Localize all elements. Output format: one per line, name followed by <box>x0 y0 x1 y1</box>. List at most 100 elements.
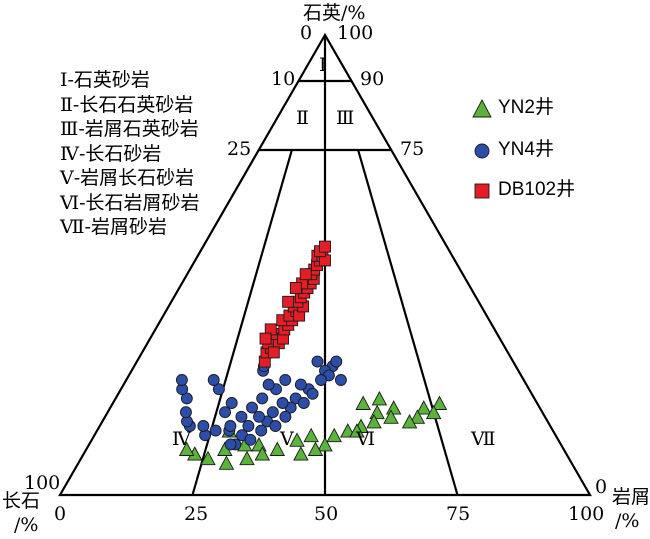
data-point <box>303 427 319 443</box>
data-point <box>306 387 319 400</box>
data-points <box>175 240 448 470</box>
data-point <box>225 397 238 409</box>
data-point <box>242 420 255 432</box>
field-label-VII: Ⅶ <box>471 428 496 450</box>
legend-label-yn2: YN2井 <box>498 97 554 118</box>
data-point <box>209 424 222 437</box>
data-point <box>259 332 272 345</box>
data-point <box>334 374 347 386</box>
data-point <box>311 355 324 368</box>
data-point <box>253 410 265 423</box>
class-item: Ⅰ-石英砂岩 <box>60 69 150 91</box>
class-item: Ⅲ-岩屑石英砂岩 <box>60 118 199 140</box>
data-point <box>317 436 333 452</box>
triangle-frame <box>58 32 592 497</box>
data-point <box>431 395 448 410</box>
tick-bottom-75: 75 <box>446 503 471 525</box>
data-point <box>371 390 388 406</box>
data-point <box>269 441 286 456</box>
data-point <box>282 295 295 308</box>
series-0 <box>178 390 448 470</box>
data-point <box>269 420 282 432</box>
data-point <box>244 433 257 446</box>
field-label-VI: Ⅵ <box>356 428 376 450</box>
data-point <box>224 438 237 451</box>
data-point <box>276 397 289 409</box>
data-point <box>297 397 310 409</box>
legend-marker-triangle <box>472 99 492 118</box>
tick-90: 90 <box>360 68 385 90</box>
field-label-IV: Ⅳ <box>172 428 191 450</box>
data-point <box>239 450 255 466</box>
data-point <box>425 404 442 420</box>
lithic-apex-label-line2: /% <box>615 510 640 532</box>
data-point <box>279 374 292 386</box>
data-point <box>315 374 327 386</box>
tick-bottom-0: 0 <box>54 503 67 525</box>
data-point <box>279 410 292 423</box>
data-point <box>369 404 385 420</box>
data-point <box>254 446 271 461</box>
data-point <box>235 410 248 423</box>
data-point <box>383 409 399 424</box>
field-label-I: Ⅰ <box>319 54 327 76</box>
data-point <box>180 392 193 405</box>
data-point <box>293 446 309 461</box>
data-point <box>401 413 418 429</box>
legend-markers <box>472 99 492 199</box>
data-point <box>415 400 432 415</box>
data-point <box>179 406 192 419</box>
tick-left-100: 100 <box>24 472 61 494</box>
class-item: Ⅱ-长石石英砂岩 <box>60 93 194 116</box>
data-point <box>197 420 210 432</box>
tick-right-0: 0 <box>595 476 608 498</box>
data-point <box>299 268 312 281</box>
data-point <box>219 406 231 419</box>
data-point <box>294 378 307 391</box>
field-label-V: Ⅴ <box>280 428 294 450</box>
data-point <box>326 427 342 443</box>
tick-25: 25 <box>227 138 252 160</box>
data-point <box>409 409 426 424</box>
tick-75: 75 <box>400 138 425 160</box>
series-1 <box>175 355 347 451</box>
data-point <box>307 441 324 456</box>
data-point <box>256 392 269 405</box>
feldspar-apex-label-line1: 长石 <box>2 490 41 512</box>
class-item: Ⅶ-岩屑砂岩 <box>60 216 167 238</box>
data-point <box>330 355 343 368</box>
boundary-f-l-75 <box>357 149 459 496</box>
tick-top-100: 100 <box>337 22 374 44</box>
data-point <box>366 413 382 429</box>
class-item: Ⅵ-长石岩屑砂岩 <box>60 191 200 214</box>
legend-marker-circle <box>474 143 490 159</box>
data-point <box>246 401 258 414</box>
classification-list: Ⅰ-石英砂岩 Ⅱ-长石石英砂岩 Ⅲ-岩屑石英砂岩 Ⅳ-长石砂岩 Ⅴ-岩屑长石砂岩… <box>60 68 200 240</box>
field-label-III: Ⅲ <box>336 107 355 129</box>
data-point <box>262 378 275 391</box>
legend-marker-square <box>474 183 490 199</box>
data-point <box>212 383 225 396</box>
data-point <box>200 450 216 466</box>
data-point <box>319 240 331 253</box>
field-label-II: Ⅱ <box>296 107 309 129</box>
data-point <box>355 395 371 410</box>
data-point <box>224 420 237 432</box>
data-point <box>175 374 188 386</box>
data-point <box>289 282 302 294</box>
data-point <box>266 406 279 419</box>
quartz-apex-label: 石英/% <box>303 2 366 24</box>
data-point <box>349 423 365 438</box>
tick-top-0: 0 <box>300 22 313 44</box>
data-point <box>385 400 402 415</box>
feldspar-apex-label-line2: /% <box>14 514 39 536</box>
class-item: Ⅳ-长石砂岩 <box>60 142 162 165</box>
legend-label-yn4: YN4井 <box>498 139 554 160</box>
class-item: Ⅴ-岩屑长石砂岩 <box>60 167 195 189</box>
series-2 <box>258 240 331 368</box>
data-point <box>218 455 235 470</box>
data-point <box>267 346 280 359</box>
tick-bottom-100: 100 <box>568 503 605 525</box>
legend-label-db102: DB102井 <box>498 179 576 200</box>
